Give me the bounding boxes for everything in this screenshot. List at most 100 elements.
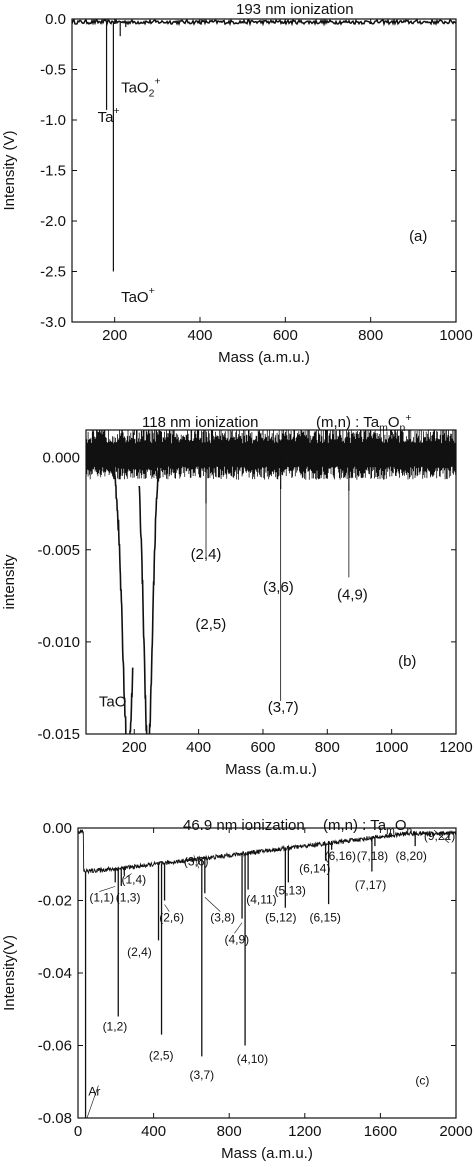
y-tick-label-3: -1.5 <box>40 163 66 180</box>
annotation-1: TaO2+ <box>121 76 161 100</box>
noise-band <box>86 430 456 480</box>
annotation-superscript: + <box>113 105 119 117</box>
y-tick-label-5: -0.5 <box>40 62 66 79</box>
annotation-text: (4,9) <box>224 932 249 946</box>
annotation-2: (2,5) <box>195 616 226 633</box>
annotation-text: (5,12) <box>265 911 296 925</box>
chart-title-rest: 118 nm ionization <box>142 414 258 431</box>
arrow-leader-3 <box>124 873 132 880</box>
dip-peak-0 <box>106 450 134 734</box>
chart-panel-2: 0 400 800 1200 1600 2000 -0.08 -0.06 -0.04 -0.02 0… <box>1 817 473 1162</box>
y-tick-label-3: -0.02 <box>38 893 72 910</box>
panel-label: (a) <box>409 228 427 245</box>
plot-frame <box>85 429 457 735</box>
annotation-text: TaO <box>99 693 127 710</box>
arrow-leader-10 <box>234 922 243 934</box>
arrow-leader-7 <box>193 855 200 869</box>
annotation-4: (2,4) <box>127 945 152 959</box>
formula-element-span: O <box>388 414 400 431</box>
annotation-text: (2,5) <box>149 1048 174 1062</box>
annotation-text: (b) <box>398 653 416 670</box>
chart-title-rest: 193 nm ionization <box>236 1 354 18</box>
annotation-21: (9,22) <box>424 829 455 843</box>
annotation-text: Ar <box>88 1085 100 1099</box>
annotation-text: (4,9) <box>337 587 368 604</box>
annotation-text: TaO <box>121 80 149 97</box>
y-axis-label: Intensity(V) <box>1 935 18 1011</box>
annotation-text: (2,4) <box>127 945 152 959</box>
annotation-superscript: + <box>149 285 155 297</box>
x-tick-label-2: 600 <box>273 327 298 344</box>
y-tick-label-2: -2.0 <box>40 213 66 230</box>
formula-element-span: Ta <box>363 414 380 431</box>
annotation-3: (3,6) <box>263 579 294 596</box>
annotation-9: (3,8) <box>210 911 235 925</box>
annotation-text: (3,7) <box>190 1068 215 1082</box>
series-trace <box>78 829 456 875</box>
x-tick-label-4: 1600 <box>364 1123 397 1140</box>
annotation-text: (8,20) <box>396 849 427 863</box>
x-tick-label-1: 400 <box>187 327 212 344</box>
y-tick-label-6: 0.0 <box>45 11 66 28</box>
annotation-text: (1,4) <box>121 872 146 886</box>
annotation-text: (3,8) <box>210 911 235 925</box>
x-tick-label-1: 400 <box>141 1123 166 1140</box>
chart-panel-1: 200 400 600 800 1000 1200 -0.015 -0.010 -0.005 0.… <box>1 414 473 778</box>
plot-area <box>72 19 456 272</box>
subscript-span: n <box>400 422 406 434</box>
arrow-leader-9 <box>204 897 221 912</box>
annotation-text: (2,6) <box>159 911 184 925</box>
annotation-text: (9,22) <box>424 829 455 843</box>
series-baseline <box>72 19 456 27</box>
y-tick-label-1: -2.5 <box>40 264 66 281</box>
y-tick-label-1: -0.010 <box>37 634 80 651</box>
annotation-3: (1,4) <box>121 872 146 886</box>
annotation-text: (1,3) <box>116 891 141 905</box>
x-tick-label-3: 800 <box>315 739 340 756</box>
annotation-14: (5,13) <box>275 883 306 897</box>
annotation-text: (7,18) <box>357 849 388 863</box>
annotation-10: (4,9) <box>224 932 249 946</box>
x-axis-label: Mass (a.m.u.) <box>218 349 310 366</box>
annotation-1: (2,4) <box>191 546 222 563</box>
subscript-span: m <box>386 825 395 837</box>
formula-element-span: O <box>395 817 407 834</box>
annotation-19: (7,18) <box>357 849 388 863</box>
annotation-18: (7,17) <box>355 878 386 892</box>
y-axis-label: Intensity (V) <box>1 130 18 210</box>
chart-panel-0: 200 400 600 800 1000 -3.0 -2.5 -2.0 -1.5 -1.0 -0.5… <box>1 1 473 366</box>
annotation-12: (4,11) <box>246 892 276 906</box>
y-tick-label-4: 0.00 <box>43 820 72 837</box>
annotation-8: (3,7) <box>190 1068 215 1082</box>
label-span: (m,n) : <box>316 414 363 431</box>
legend-text: (m,n) : TamOn <box>323 817 413 837</box>
annotation-text: (6,16) <box>325 849 356 863</box>
annotation-20: (8,20) <box>396 849 427 863</box>
label-span: (m,n) : <box>323 817 370 834</box>
subscript-span: m <box>379 422 388 434</box>
annotation-4: (3,7) <box>268 699 299 716</box>
x-tick-label-3: 800 <box>358 327 383 344</box>
annotation-13: (5,12) <box>265 911 296 925</box>
formula-element-span: Ta <box>370 817 387 834</box>
y-tick-label-1: -0.06 <box>38 1038 72 1055</box>
annotation-22: Ar <box>88 1085 100 1099</box>
x-tick-label-5: 1200 <box>439 739 472 756</box>
plot-area <box>86 430 456 734</box>
y-tick-label-4: -1.0 <box>40 112 66 129</box>
annotation-superscript: + <box>154 76 160 88</box>
x-axis-label: Mass (a.m.u.) <box>225 761 317 778</box>
annotation-2: TaO+ <box>121 285 155 306</box>
plot-frame <box>71 18 457 323</box>
x-tick-label-2: 800 <box>217 1123 242 1140</box>
annotation-16: (6,15) <box>310 911 341 925</box>
y-tick-label-0: -0.08 <box>38 1110 72 1127</box>
plot-area <box>78 829 456 1118</box>
superscript-span: + <box>405 412 411 424</box>
annotation-6: (b) <box>398 653 416 670</box>
annotation-1: (1,2) <box>103 1019 128 1033</box>
y-tick-label-0: -0.015 <box>37 726 80 743</box>
annotation-5: (2,5) <box>149 1048 174 1062</box>
arrow-leader-21 <box>433 829 450 844</box>
